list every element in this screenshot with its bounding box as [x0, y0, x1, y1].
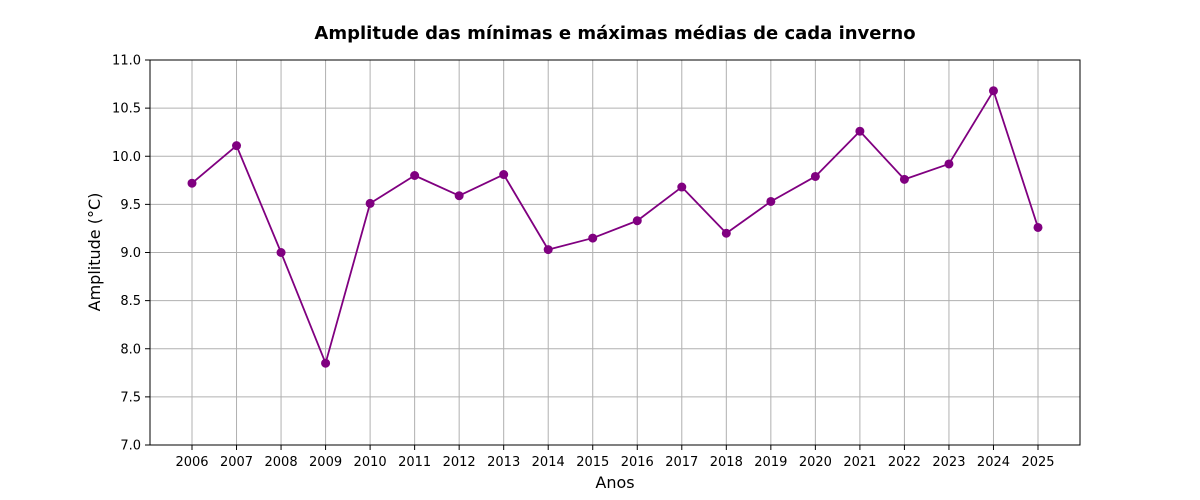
data-point: [499, 170, 509, 180]
x-tick-label: 2024: [977, 455, 1010, 470]
data-point: [410, 171, 420, 180]
x-tick-label: 2019: [754, 455, 787, 470]
x-tick-label: 2018: [710, 455, 743, 470]
y-tick-label: 8.5: [120, 294, 141, 309]
data-point: [899, 174, 909, 184]
x-tick-label: 2023: [932, 455, 965, 470]
chart-title: Amplitude das mínimas e máximas médias d…: [314, 23, 915, 44]
data-point: [944, 159, 954, 169]
x-tick-label: 2008: [265, 455, 298, 470]
x-tick-label: 2013: [487, 455, 520, 470]
data-point: [766, 196, 776, 206]
x-tick-label: 2012: [443, 455, 476, 470]
data-point: [187, 178, 197, 188]
data-point: [1033, 222, 1043, 232]
x-tick-label: 2015: [576, 455, 609, 470]
data-point: [321, 358, 331, 368]
data-point: [721, 228, 731, 238]
data-point: [988, 86, 998, 96]
grid: [150, 59, 1080, 446]
data-point: [232, 141, 242, 151]
data-point: [454, 191, 464, 201]
series: [187, 86, 1043, 368]
y-tick-label: 7.5: [120, 390, 141, 405]
x-tick-label: 2016: [621, 455, 654, 470]
x-tick-label: 2021: [843, 455, 876, 470]
y-tick-label: 9.5: [120, 198, 141, 213]
data-point: [365, 198, 375, 208]
x-tick-label: 2020: [799, 455, 832, 470]
data-point: [543, 245, 553, 255]
y-tick-label: 9.0: [120, 246, 141, 261]
x-tick-label: 2022: [888, 455, 921, 470]
x-tick-label: 2006: [175, 455, 208, 470]
data-point: [677, 182, 687, 192]
x-tick-label: 2009: [309, 455, 342, 470]
y-axis-label: Amplitude (°C): [85, 193, 104, 312]
data-point: [810, 171, 820, 181]
x-tick-label: 2007: [220, 455, 253, 470]
x-axis-label: Anos: [595, 473, 634, 492]
series-line: [191, 89, 1039, 365]
x-tick-label: 2025: [1021, 455, 1054, 470]
x-tick-label: 2017: [665, 455, 698, 470]
y-tick-label: 10.5: [112, 102, 141, 117]
x-tick-label: 2010: [354, 455, 387, 470]
y-tick-label: 11.0: [112, 54, 141, 69]
y-tick-label: 7.0: [120, 439, 141, 454]
axis-ticks: 2006 2007 2008 2009 2010 2011 2012 2013 2014 2015…: [112, 54, 1055, 471]
y-tick-label: 10.0: [112, 150, 141, 165]
y-tick-label: 8.0: [120, 342, 141, 357]
x-tick-label: 2011: [398, 455, 431, 470]
data-point: [855, 126, 865, 136]
data-point: [632, 216, 642, 226]
x-tick-label: 2014: [532, 455, 565, 470]
data-point: [276, 248, 286, 257]
data-point: [588, 233, 598, 243]
